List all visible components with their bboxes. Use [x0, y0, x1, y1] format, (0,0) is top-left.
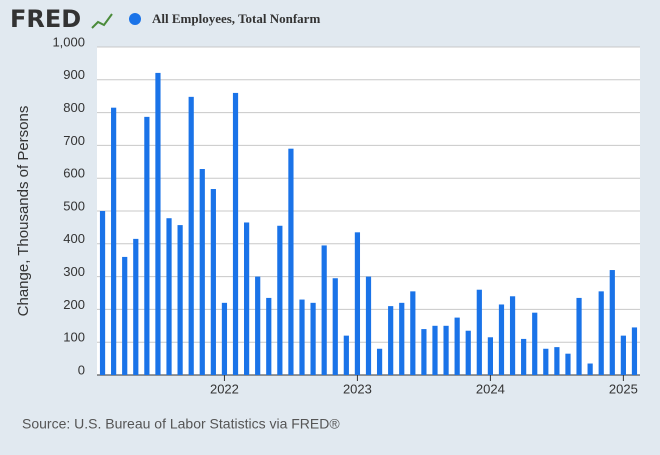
bar [266, 297, 272, 375]
bar [188, 96, 194, 375]
bar [232, 92, 239, 376]
bar [99, 211, 106, 375]
bar [598, 291, 604, 375]
y-tick-label: 100 [63, 330, 85, 345]
bar [498, 304, 505, 375]
x-tick-label: 2022 [210, 381, 239, 396]
y-axis-label: Change, Thousands of Persons [15, 106, 32, 317]
bar [532, 312, 538, 375]
bar [443, 325, 449, 375]
bar [465, 330, 471, 375]
bar [277, 225, 283, 375]
bar [321, 245, 327, 375]
bar [609, 270, 615, 375]
y-tick-label: 600 [63, 166, 85, 181]
y-tick-label: 800 [63, 100, 85, 115]
x-tick-label: 2024 [476, 381, 505, 396]
bar [343, 335, 349, 375]
bar [310, 302, 316, 375]
logo: FRED [10, 5, 81, 33]
bar [487, 337, 493, 375]
bar [177, 225, 183, 375]
bar [255, 276, 261, 375]
bar [521, 338, 527, 375]
legend-label: All Employees, Total Nonfarm [152, 11, 320, 26]
bar [210, 189, 216, 375]
bar [399, 302, 405, 375]
bar [432, 325, 438, 375]
bar [587, 363, 593, 375]
y-tick-label: 1,000 [52, 34, 85, 49]
bar [576, 297, 582, 375]
bar [388, 306, 394, 375]
bar [133, 238, 139, 375]
legend-swatch [129, 13, 141, 25]
bar [421, 329, 427, 375]
bar [111, 107, 117, 376]
bar [354, 232, 361, 375]
bar [476, 289, 482, 375]
y-tick-label: 400 [63, 231, 85, 246]
bar [410, 291, 416, 375]
bar [365, 276, 372, 375]
bar [288, 148, 294, 375]
source: Source: U.S. Bureau of Labor Statistics … [22, 416, 340, 432]
x-tick-label: 2023 [343, 381, 372, 396]
bar [122, 256, 128, 375]
bar [509, 296, 516, 375]
bar [199, 169, 205, 375]
bar [376, 348, 383, 375]
y-tick-label: 200 [63, 297, 85, 312]
bar [144, 116, 150, 375]
y-tick-label: 0 [78, 362, 85, 377]
y-tick-label: 500 [63, 198, 85, 213]
bar [631, 327, 638, 375]
bar [155, 72, 161, 376]
bar [543, 348, 549, 375]
bar [620, 335, 626, 375]
y-tick-label: 900 [63, 67, 85, 82]
bar [299, 299, 305, 375]
bar [332, 278, 338, 375]
y-tick-label: 700 [63, 133, 85, 148]
bar [166, 218, 172, 375]
y-tick-label: 300 [63, 264, 85, 279]
logo-icon [91, 13, 113, 29]
bar [554, 347, 560, 375]
bar [244, 222, 250, 375]
bar [221, 302, 228, 375]
bar [454, 317, 460, 375]
x-tick-label: 2025 [609, 381, 638, 396]
bar [565, 353, 571, 375]
